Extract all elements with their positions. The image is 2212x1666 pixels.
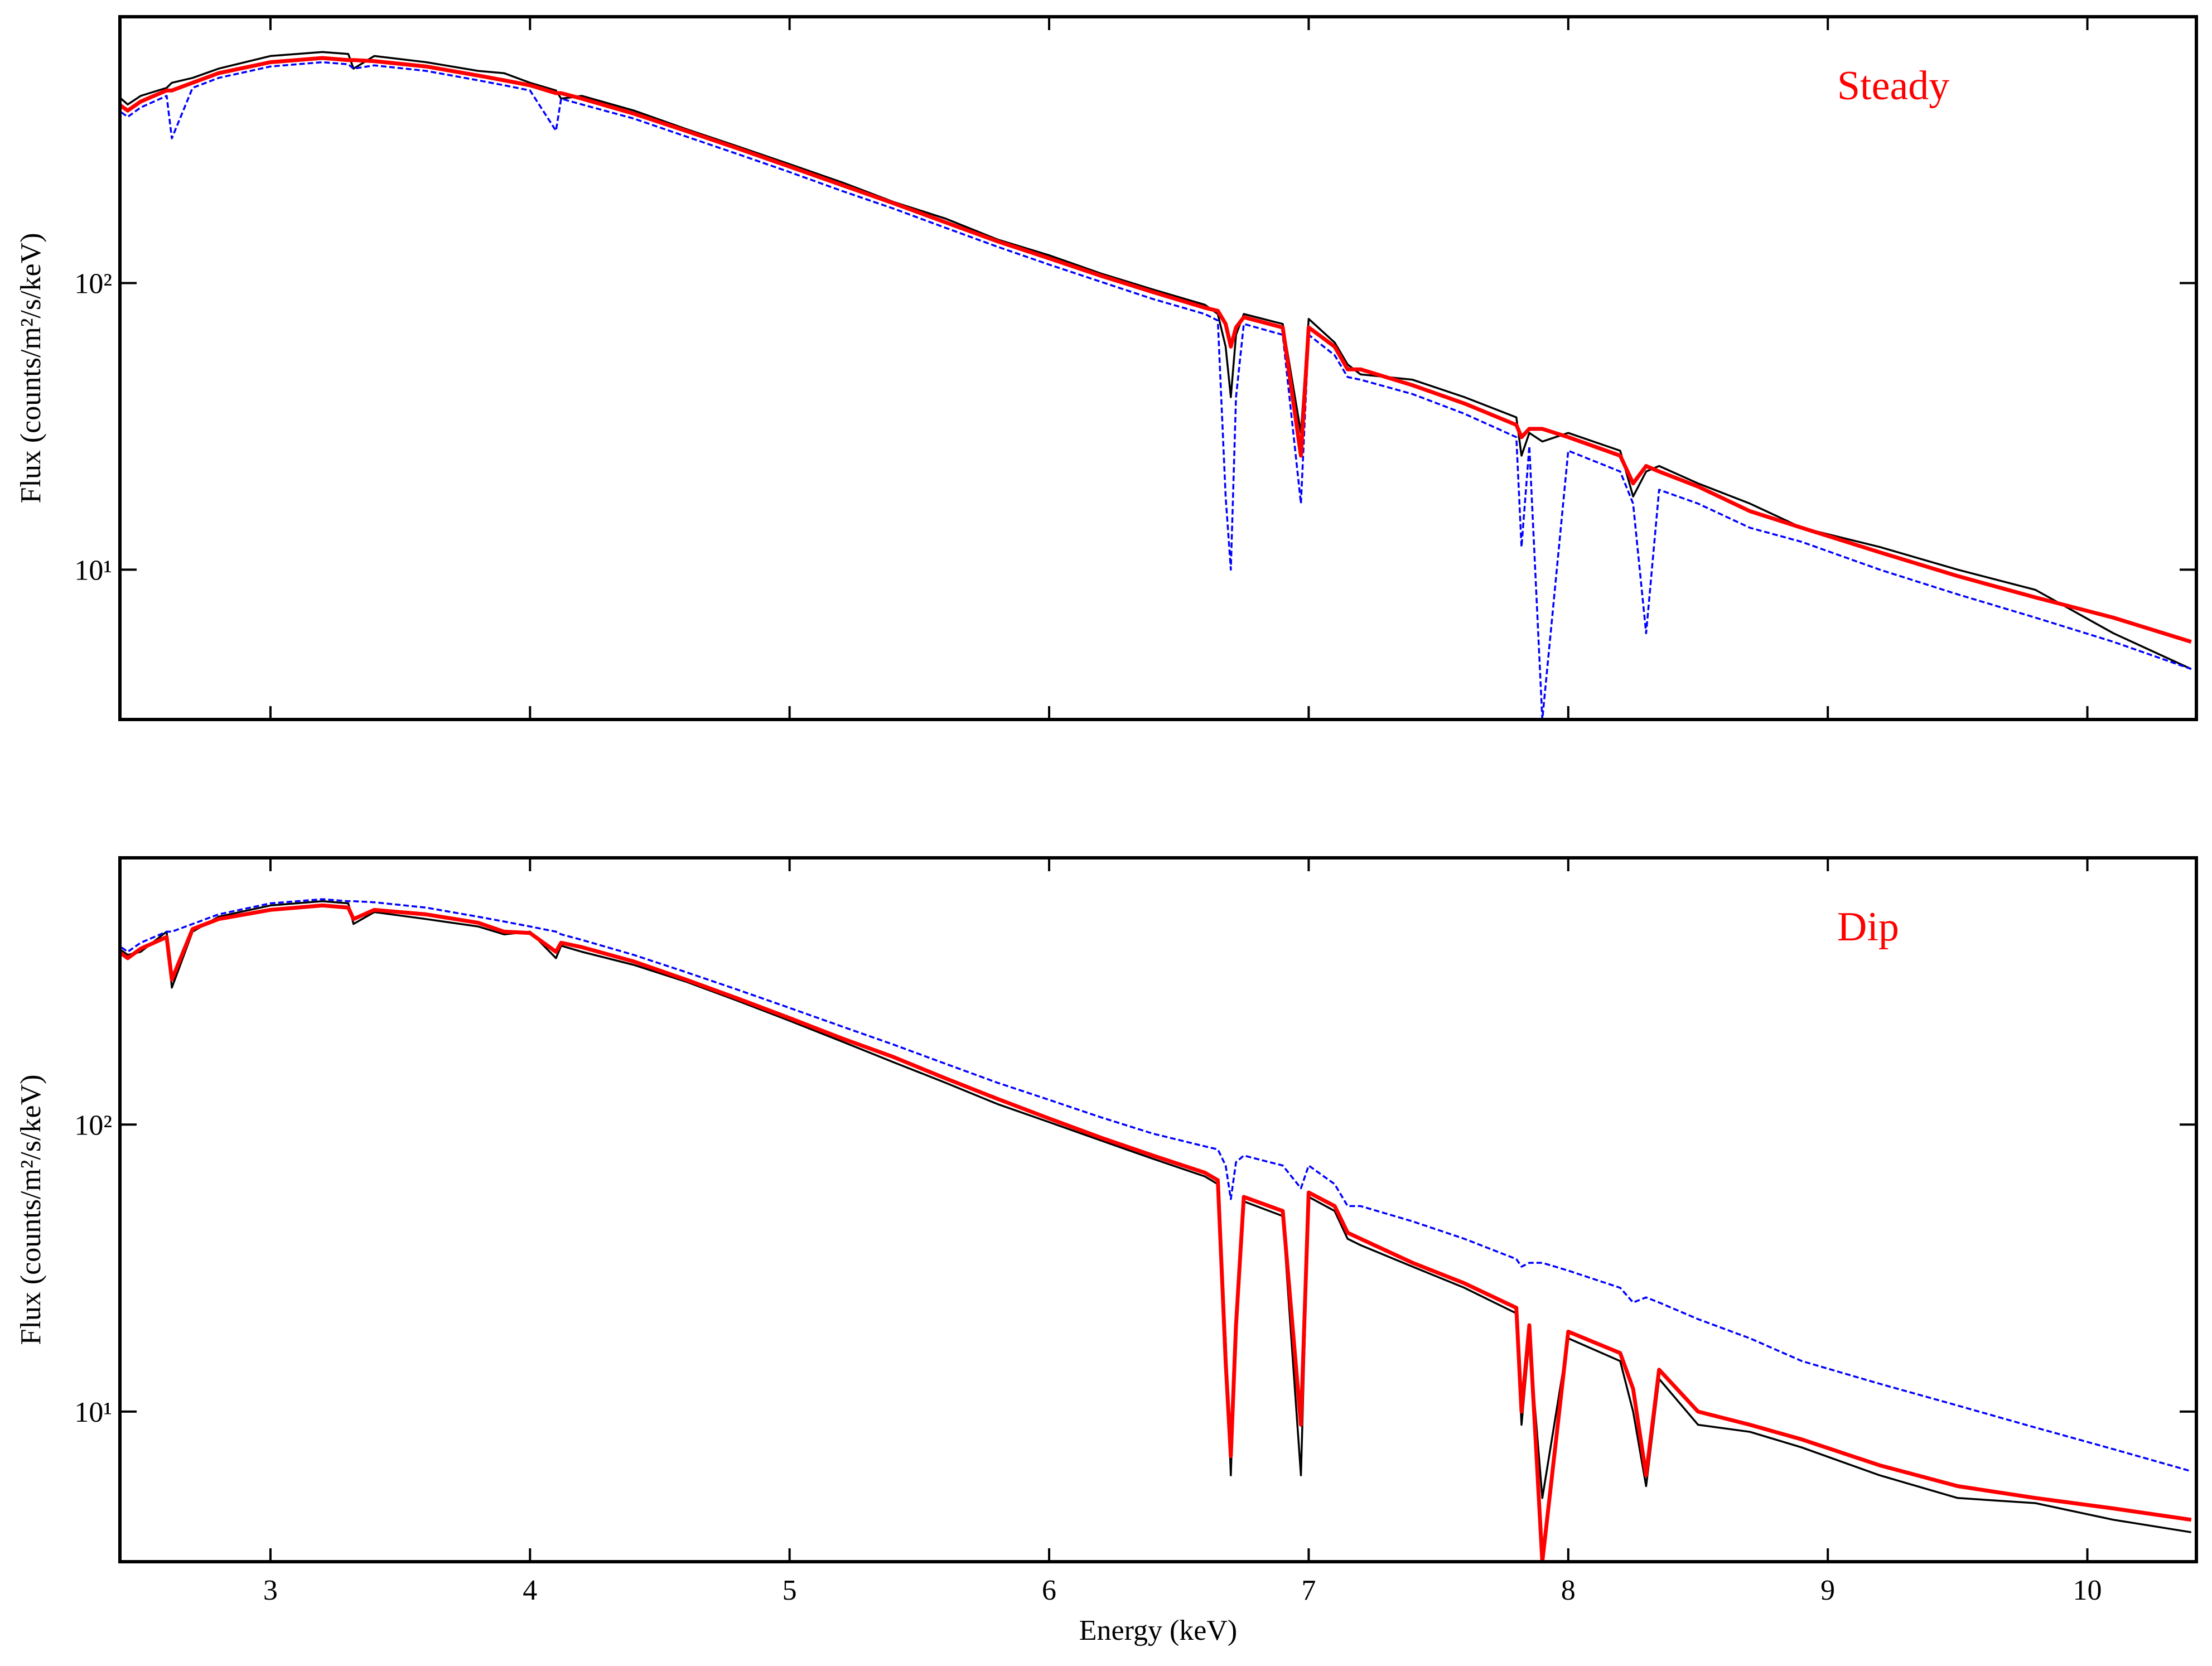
spectrum-line: [120, 61, 2192, 719]
axes-frame: [118, 856, 2198, 1563]
x-tick-label: 9: [1820, 1575, 1835, 1606]
x-tick-label: 4: [523, 1575, 537, 1606]
annotation: Dip: [1837, 904, 1899, 950]
y-axis-label: Flux (counts/m²/s/keV): [15, 1074, 47, 1345]
y-tick-label: 10¹: [74, 554, 112, 586]
spectrum-line: [120, 51, 2192, 670]
x-tick-label: 7: [1301, 1575, 1316, 1606]
plot-area: [120, 898, 2192, 1562]
spectrum-line: [120, 900, 2191, 1533]
x-tick-label: 6: [1042, 1575, 1056, 1606]
annotation: Steady: [1837, 63, 1949, 109]
x-axis-label: Energy (keV): [1079, 1615, 1238, 1646]
x-tick-label: 5: [783, 1575, 797, 1606]
x-tick-label: 10: [2073, 1575, 2102, 1606]
y-tick-label: 10¹: [74, 1397, 112, 1428]
plot-area: [120, 51, 2192, 719]
x-tick-label: 3: [263, 1575, 278, 1606]
y-tick-label: 10²: [74, 268, 112, 300]
y-tick-label: 10²: [74, 1109, 112, 1141]
x-tick-label: 8: [1561, 1575, 1576, 1606]
y-axis-label: Flux (counts/m²/s/keV): [15, 233, 47, 503]
spectrum-line: [120, 903, 2192, 1562]
axes-frame: [118, 15, 2198, 721]
spectrum-line: [120, 898, 2192, 1472]
spectrum-line: [120, 56, 2192, 644]
